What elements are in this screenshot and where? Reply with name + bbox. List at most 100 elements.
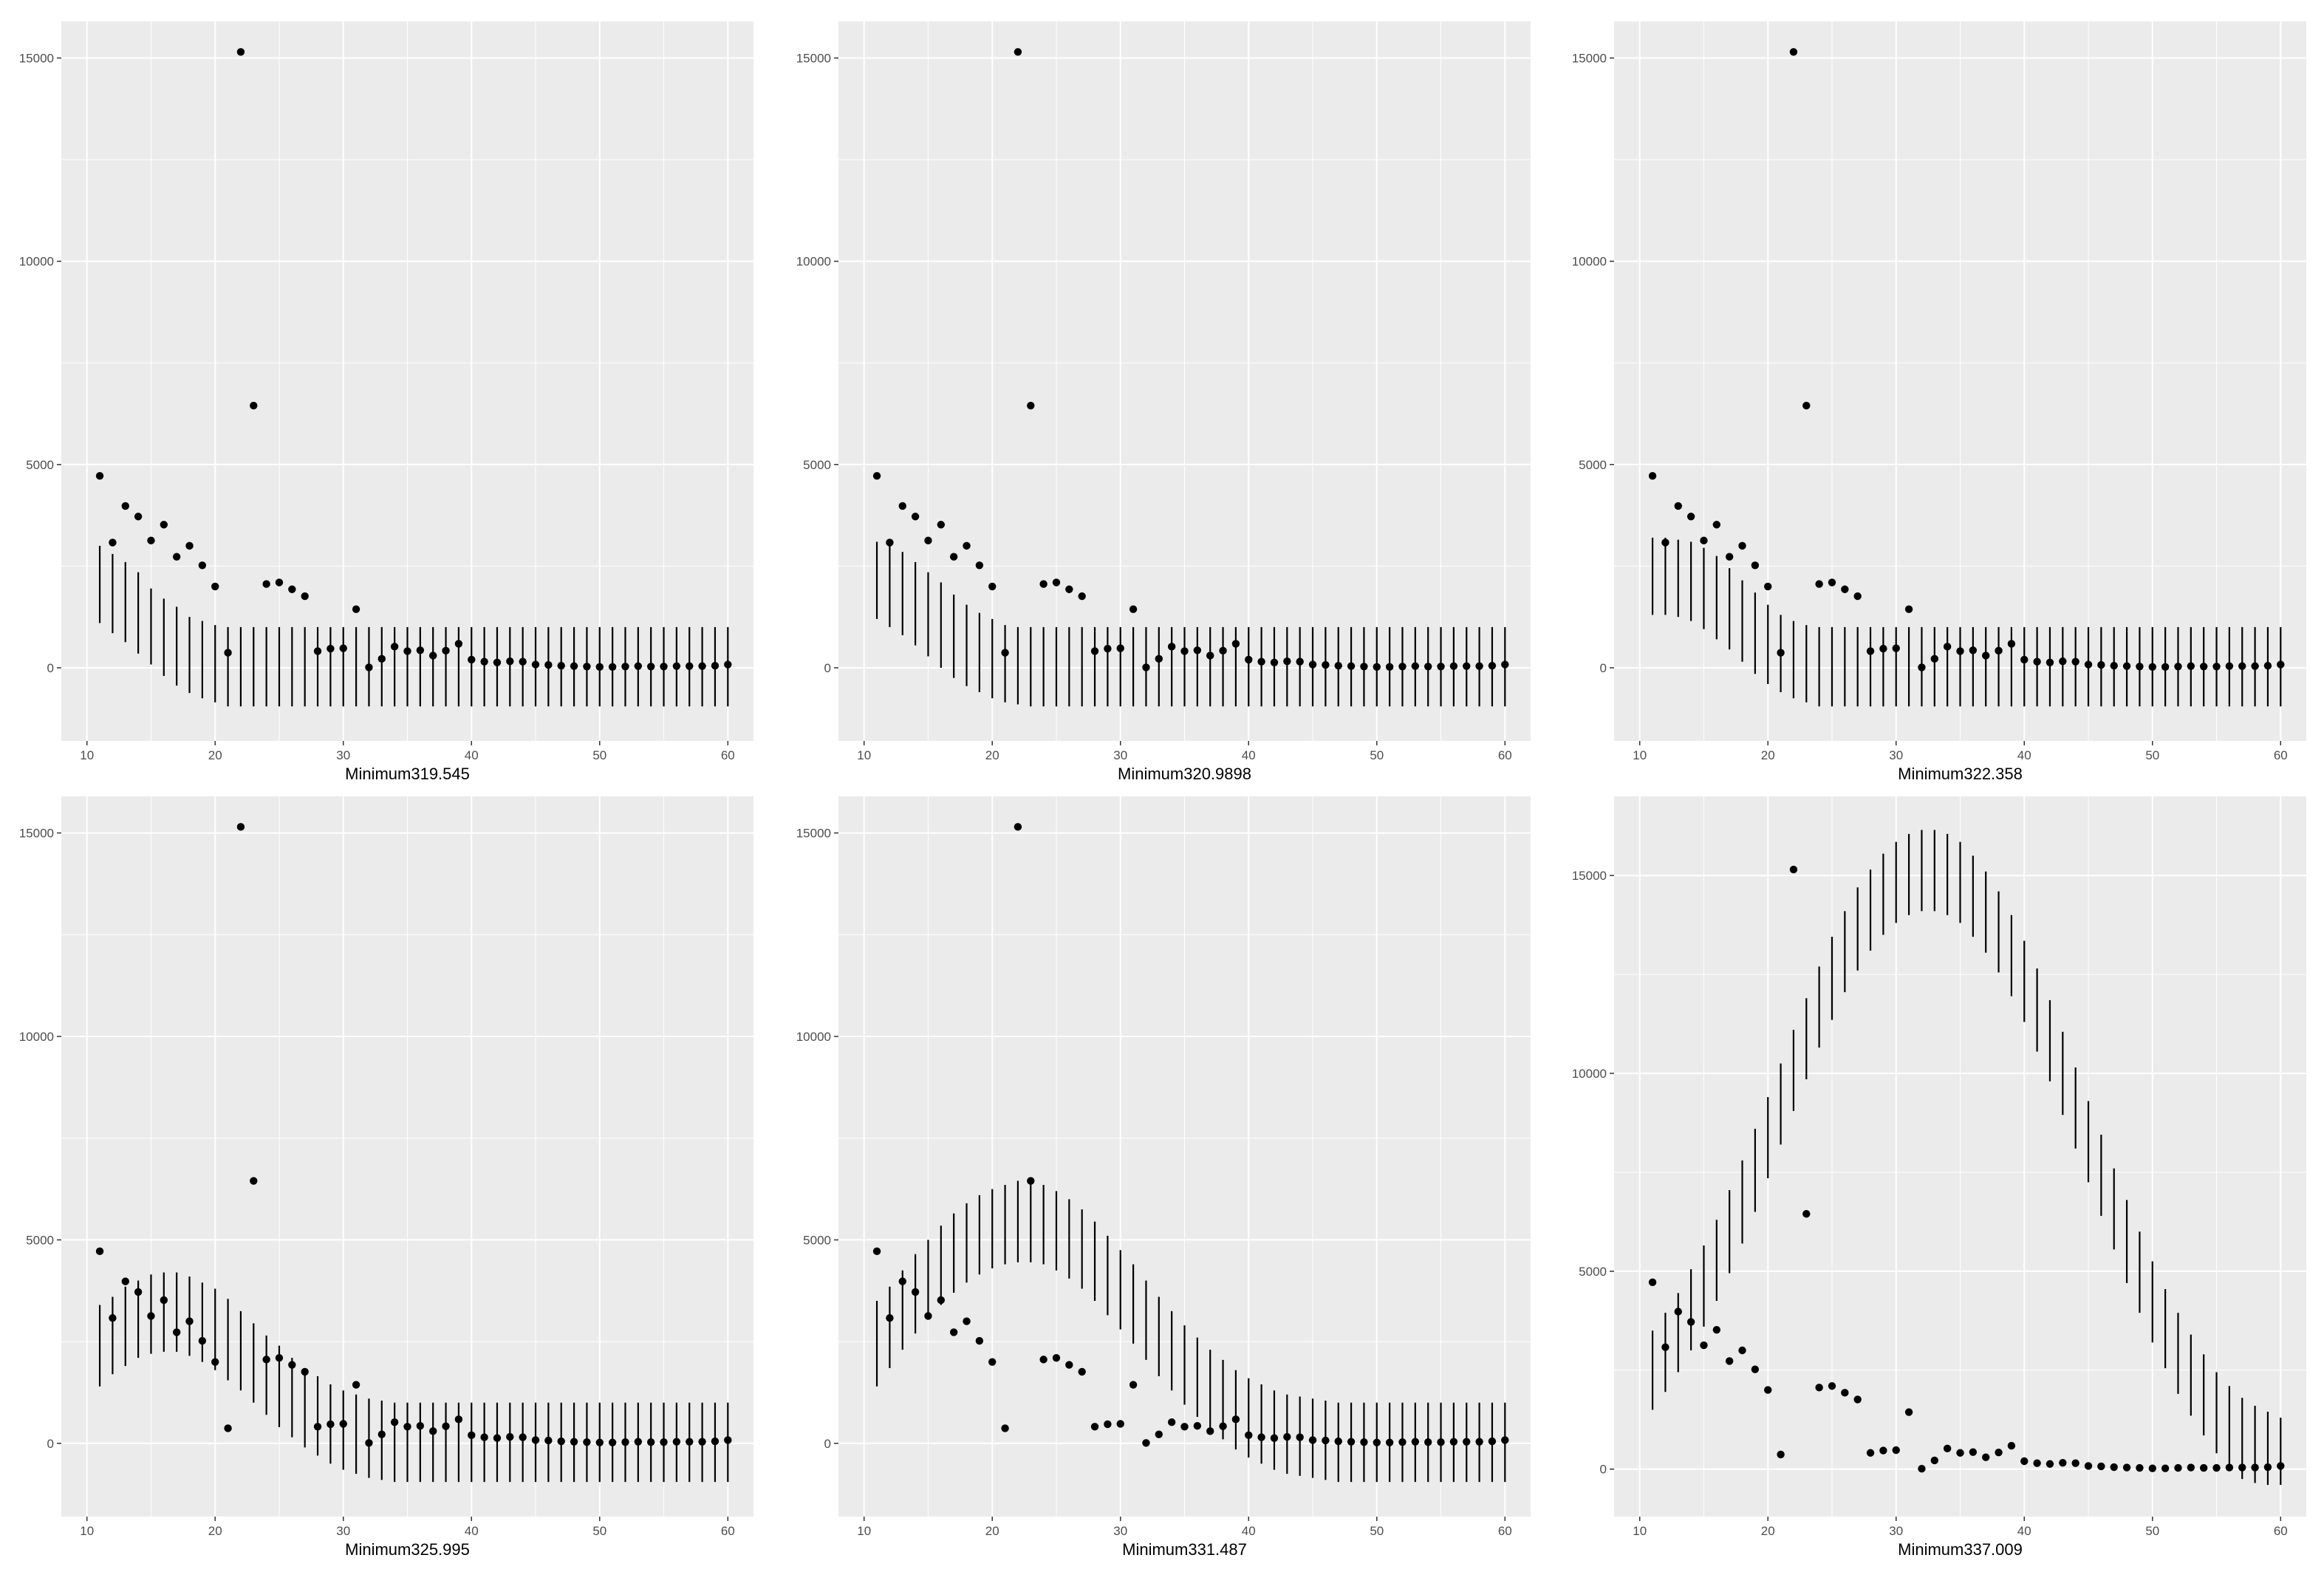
data-point xyxy=(886,539,894,547)
data-point xyxy=(698,662,706,670)
data-point xyxy=(1892,1446,1900,1455)
data-point xyxy=(1231,1415,1240,1424)
data-point xyxy=(924,1312,932,1320)
data-point xyxy=(160,1296,168,1305)
data-point xyxy=(898,502,906,510)
data-point xyxy=(1116,644,1124,652)
y-tick-label: 5000 xyxy=(803,458,831,472)
data-point xyxy=(172,1328,181,1336)
y-tick-label: 10000 xyxy=(796,1030,831,1044)
data-point xyxy=(1322,660,1330,669)
y-tick-label: 0 xyxy=(47,1437,54,1451)
data-point xyxy=(121,502,129,510)
data-point xyxy=(711,1437,720,1446)
data-point xyxy=(724,1436,732,1444)
data-point xyxy=(1930,1456,1938,1465)
y-tick-label: 5000 xyxy=(1579,458,1607,472)
chart-panel-6: 10 20 30 40 50 60 0 5000 10000 15000 Minimum337.00… xyxy=(1572,796,2306,1559)
data-point xyxy=(301,1367,309,1376)
data-point xyxy=(416,646,425,655)
data-point xyxy=(1853,592,1862,601)
data-point xyxy=(1039,1356,1047,1364)
data-point xyxy=(519,657,527,666)
data-point xyxy=(1700,1341,1708,1350)
x-tick-label: 40 xyxy=(1242,1524,1256,1538)
data-point xyxy=(2020,655,2029,664)
data-point xyxy=(621,1438,629,1446)
data-point xyxy=(595,1438,604,1446)
data-point xyxy=(2225,662,2234,670)
data-point xyxy=(339,644,347,652)
data-point xyxy=(95,1247,104,1256)
data-point xyxy=(1270,658,1279,666)
data-point xyxy=(1193,1421,1202,1430)
data-point xyxy=(1661,1343,1669,1351)
data-point xyxy=(2097,660,2105,669)
data-point xyxy=(1129,605,1138,613)
x-tick-label: 20 xyxy=(1761,1524,1775,1538)
data-point xyxy=(2199,1463,2208,1472)
data-point xyxy=(454,1415,463,1424)
data-point xyxy=(493,1434,502,1442)
data-point xyxy=(147,1312,155,1320)
data-point xyxy=(2251,1463,2259,1472)
data-point xyxy=(2199,663,2208,671)
data-point xyxy=(1777,649,1785,657)
data-point xyxy=(2174,663,2182,671)
data-point xyxy=(2263,661,2272,670)
data-point xyxy=(2007,640,2016,648)
data-point xyxy=(634,1438,643,1446)
data-point xyxy=(1815,1384,1823,1392)
data-point xyxy=(429,1427,437,1435)
data-point xyxy=(1764,582,1772,591)
data-point xyxy=(2161,663,2170,671)
data-point xyxy=(288,585,296,593)
data-point xyxy=(1334,661,1342,670)
data-point xyxy=(468,1431,476,1440)
data-point xyxy=(480,657,488,666)
data-point xyxy=(2007,1441,2016,1450)
data-point xyxy=(1661,539,1669,547)
data-point xyxy=(1411,1438,1420,1446)
x-tick-label: 50 xyxy=(592,1524,606,1538)
data-point xyxy=(1219,1422,1227,1430)
data-point xyxy=(493,658,502,666)
data-point xyxy=(2059,1458,2067,1467)
data-point xyxy=(1027,1177,1035,1185)
data-point xyxy=(1686,1318,1695,1326)
y-tick-label: 0 xyxy=(1600,1463,1607,1477)
data-point xyxy=(646,1438,655,1446)
x-axis-title: Minimum337.009 xyxy=(1898,1540,2023,1559)
data-point xyxy=(1347,1438,1356,1446)
data-point xyxy=(937,521,946,529)
data-point xyxy=(608,663,617,671)
data-point xyxy=(1090,1423,1099,1431)
data-point xyxy=(660,1438,668,1446)
data-point xyxy=(468,655,476,664)
data-point xyxy=(1815,580,1823,588)
x-axis-title: Minimum331.487 xyxy=(1122,1540,1247,1559)
data-point xyxy=(1956,1449,1964,1457)
data-point xyxy=(2020,1457,2029,1466)
data-point xyxy=(2122,1463,2131,1472)
data-point xyxy=(975,561,984,570)
data-point xyxy=(327,1420,335,1429)
data-point xyxy=(2046,1460,2054,1468)
data-point xyxy=(1892,644,1900,652)
data-point xyxy=(988,1358,997,1366)
data-point xyxy=(121,1277,129,1285)
data-point xyxy=(1385,1438,1394,1446)
data-point xyxy=(1995,1449,2003,1457)
data-point xyxy=(872,1247,881,1256)
data-point xyxy=(1982,652,1990,660)
data-point xyxy=(646,663,655,671)
x-tick-label: 40 xyxy=(465,748,479,762)
y-tick-label: 5000 xyxy=(26,458,54,472)
data-point xyxy=(963,1317,971,1325)
data-point xyxy=(236,823,245,831)
data-point xyxy=(1116,1420,1124,1428)
data-point xyxy=(711,661,720,670)
data-point xyxy=(1969,646,1978,655)
x-tick-label: 60 xyxy=(1498,748,1512,762)
data-point xyxy=(1841,585,1849,593)
